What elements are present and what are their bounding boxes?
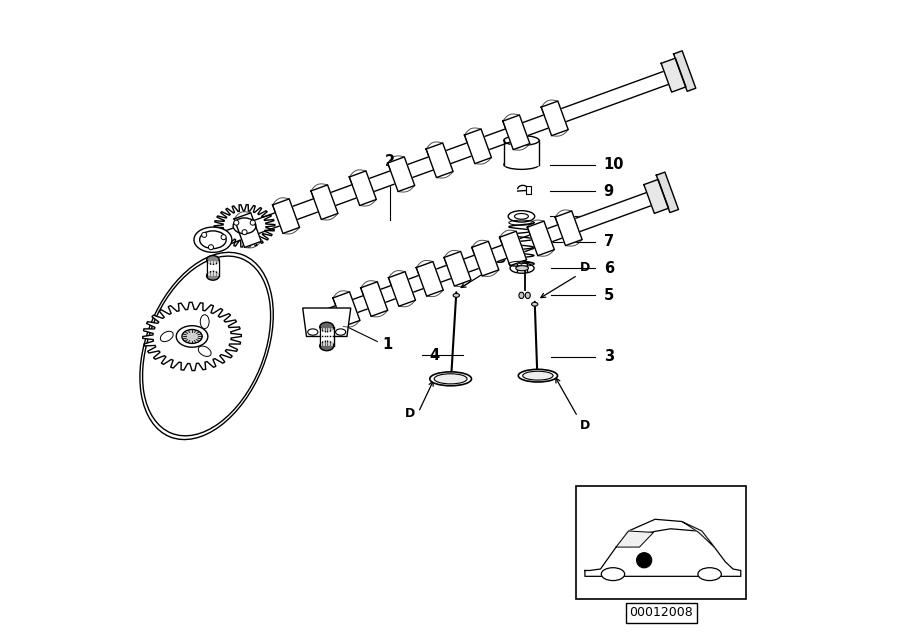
Polygon shape: [656, 172, 679, 213]
Text: 1: 1: [382, 337, 392, 352]
Polygon shape: [503, 115, 530, 150]
Text: D: D: [580, 418, 590, 432]
Ellipse shape: [504, 136, 539, 145]
Ellipse shape: [194, 227, 232, 252]
Text: 9: 9: [604, 184, 614, 199]
Polygon shape: [555, 211, 582, 246]
Polygon shape: [416, 262, 444, 296]
Ellipse shape: [201, 315, 209, 329]
Text: 3: 3: [604, 349, 614, 364]
Ellipse shape: [336, 329, 346, 335]
Polygon shape: [213, 70, 670, 248]
Polygon shape: [526, 186, 531, 194]
Ellipse shape: [518, 370, 557, 382]
Ellipse shape: [698, 568, 721, 580]
Ellipse shape: [516, 265, 528, 271]
Polygon shape: [321, 192, 652, 324]
Circle shape: [209, 244, 213, 250]
FancyBboxPatch shape: [576, 486, 746, 599]
Ellipse shape: [532, 302, 538, 306]
Polygon shape: [527, 221, 554, 256]
Polygon shape: [644, 180, 669, 213]
Polygon shape: [662, 58, 686, 92]
Text: D: D: [405, 407, 415, 420]
Text: D: D: [580, 261, 590, 274]
Ellipse shape: [320, 322, 334, 331]
Text: 2: 2: [385, 154, 395, 169]
Ellipse shape: [504, 159, 539, 170]
Ellipse shape: [142, 256, 271, 436]
Polygon shape: [500, 231, 526, 266]
Ellipse shape: [198, 346, 212, 356]
Text: D: D: [496, 253, 507, 265]
Polygon shape: [214, 204, 274, 247]
Ellipse shape: [523, 371, 554, 380]
Text: 7: 7: [604, 234, 614, 249]
Ellipse shape: [320, 341, 334, 351]
Ellipse shape: [176, 326, 208, 347]
Polygon shape: [302, 308, 351, 337]
Polygon shape: [349, 171, 376, 206]
Circle shape: [221, 234, 226, 239]
Polygon shape: [616, 531, 653, 547]
Text: 6: 6: [604, 261, 614, 276]
Polygon shape: [426, 143, 453, 178]
Circle shape: [234, 220, 238, 225]
Ellipse shape: [308, 329, 318, 335]
Circle shape: [250, 220, 256, 225]
Ellipse shape: [430, 372, 472, 386]
Polygon shape: [361, 282, 388, 316]
Ellipse shape: [434, 374, 467, 384]
Polygon shape: [541, 101, 568, 136]
Ellipse shape: [233, 218, 256, 234]
Text: 4: 4: [430, 348, 440, 363]
Polygon shape: [444, 251, 471, 286]
Ellipse shape: [182, 330, 202, 344]
Polygon shape: [683, 522, 715, 547]
Ellipse shape: [515, 213, 528, 219]
Ellipse shape: [526, 292, 530, 298]
Text: 5: 5: [604, 288, 614, 303]
Polygon shape: [143, 302, 241, 371]
Polygon shape: [504, 140, 539, 164]
Polygon shape: [673, 51, 696, 91]
Polygon shape: [388, 157, 415, 192]
Text: 10: 10: [604, 157, 624, 172]
Text: 8: 8: [604, 209, 614, 224]
Polygon shape: [585, 529, 741, 577]
Ellipse shape: [207, 255, 220, 264]
Polygon shape: [333, 292, 360, 326]
Ellipse shape: [519, 292, 524, 298]
Ellipse shape: [200, 231, 226, 248]
Polygon shape: [234, 213, 261, 248]
Ellipse shape: [207, 271, 220, 280]
Polygon shape: [310, 185, 338, 220]
Text: 00012008: 00012008: [629, 606, 693, 619]
Ellipse shape: [508, 211, 535, 222]
Circle shape: [202, 232, 207, 237]
Ellipse shape: [454, 293, 460, 297]
Circle shape: [636, 552, 652, 568]
Polygon shape: [273, 199, 300, 234]
Polygon shape: [472, 241, 499, 276]
Ellipse shape: [510, 263, 534, 273]
Ellipse shape: [160, 331, 173, 342]
Polygon shape: [464, 129, 491, 164]
Circle shape: [242, 230, 248, 235]
Ellipse shape: [601, 568, 625, 580]
Polygon shape: [389, 272, 416, 306]
